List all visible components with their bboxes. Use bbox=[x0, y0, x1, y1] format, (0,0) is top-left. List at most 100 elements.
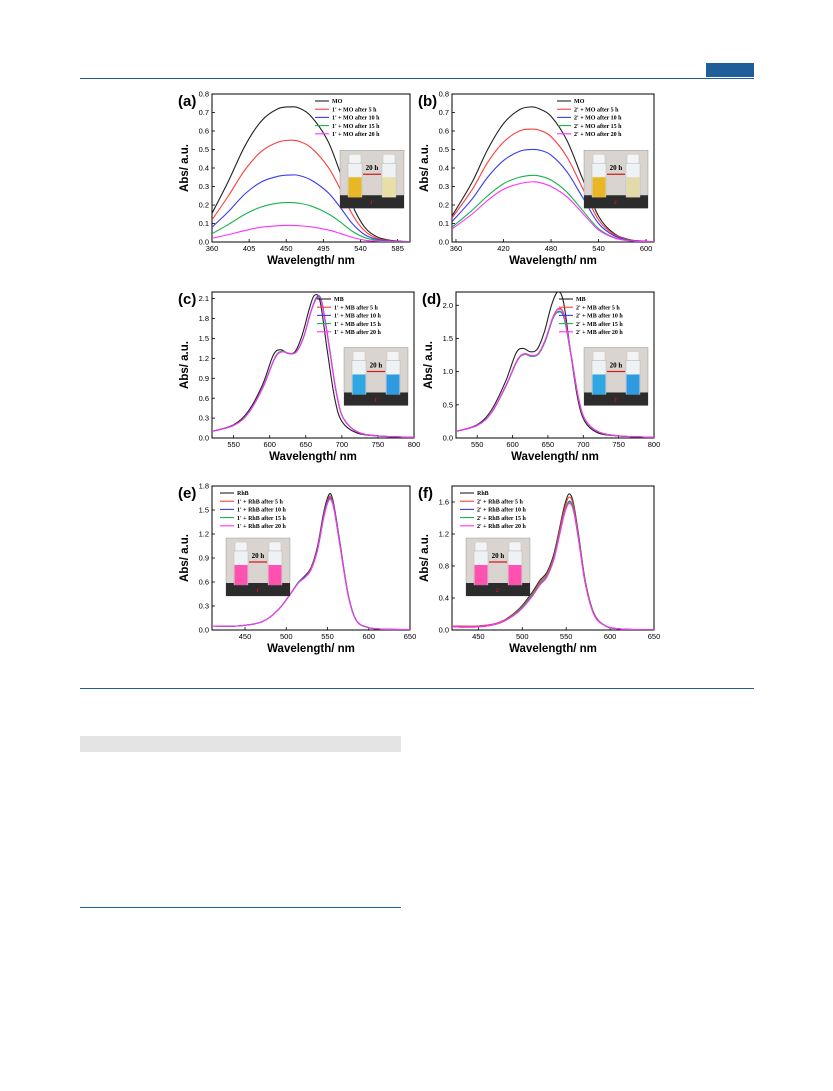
y-tick-label: 0.6 bbox=[439, 127, 449, 136]
inset-photo: 20 h 2' bbox=[465, 537, 531, 597]
y-axis-title: Abs/ a.u. bbox=[419, 144, 431, 192]
legend-entry: 1' + RhB after 20 h bbox=[237, 524, 286, 530]
y-tick-label: 0.7 bbox=[199, 108, 209, 117]
inset-time-label: 20 h bbox=[610, 361, 623, 369]
x-tick-label: 550 bbox=[471, 440, 484, 449]
legend-entry: 2' + MB after 5 h bbox=[576, 305, 620, 311]
legend-entry: 1' + MO after 20 h bbox=[332, 132, 380, 138]
series-line-3 bbox=[212, 202, 410, 242]
x-axis-title: Wavelength/ nm bbox=[269, 451, 357, 463]
inset-time-label: 20 h bbox=[370, 361, 383, 369]
y-tick-label: 0.0 bbox=[439, 238, 449, 247]
inset-photo: 20 h 1' bbox=[343, 347, 409, 406]
y-tick-label: 0.3 bbox=[199, 602, 209, 611]
y-tick-label: 0.8 bbox=[199, 90, 209, 99]
vial-after bbox=[507, 541, 523, 586]
x-axis-title: Wavelength/ nm bbox=[267, 255, 355, 267]
y-tick-label: 0.3 bbox=[439, 182, 449, 191]
x-tick-label: 650 bbox=[300, 440, 313, 449]
x-tick-label: 750 bbox=[372, 440, 385, 449]
vial-after bbox=[267, 541, 283, 586]
panel-label: (e) bbox=[178, 485, 196, 502]
y-tick-label: 1.2 bbox=[199, 354, 209, 363]
x-axis-title: Wavelength/ nm bbox=[267, 643, 355, 655]
y-tick-label: 0.7 bbox=[439, 108, 449, 117]
legend-entry: 2' + RhB after 15 h bbox=[477, 516, 526, 522]
legend-entry: 1' + MB after 20 h bbox=[334, 330, 381, 336]
series-line-2 bbox=[452, 148, 654, 242]
legend-entry: 1' + MB after 5 h bbox=[334, 305, 378, 311]
footnote-rule bbox=[80, 907, 401, 908]
series-line-4 bbox=[212, 498, 410, 630]
legend-entry: 1' + MB after 15 h bbox=[334, 322, 381, 328]
x-tick-label: 550 bbox=[560, 632, 573, 641]
y-tick-label: 0.8 bbox=[439, 90, 449, 99]
y-tick-label: 2.0 bbox=[443, 301, 453, 310]
inset-time-label: 20 h bbox=[252, 552, 265, 560]
panel-label: (b) bbox=[418, 93, 437, 110]
x-tick-label: 700 bbox=[577, 440, 590, 449]
legend-entry: 2' + MB after 20 h bbox=[576, 330, 623, 336]
y-tick-label: 0.1 bbox=[439, 219, 449, 228]
x-tick-label: 450 bbox=[280, 244, 293, 253]
y-axis-title: Abs/ a.u. bbox=[419, 534, 431, 582]
x-tick-label: 450 bbox=[472, 632, 485, 641]
series-line-4 bbox=[212, 296, 414, 438]
plot-frame bbox=[451, 485, 655, 631]
inset-compound-mark: 2' bbox=[496, 589, 501, 594]
chart-panel-a: 0.0 0.1 0.2 0.3 0.4 0.5 0.6 0.7 0.8 360 405 450 495 5… bbox=[178, 90, 411, 267]
x-tick-label: 750 bbox=[612, 440, 625, 449]
y-tick-label: 1.0 bbox=[443, 367, 453, 376]
x-tick-label: 450 bbox=[239, 632, 252, 641]
legend-entry: 2' + MB after 10 h bbox=[576, 314, 623, 320]
legend-entry: RhB bbox=[237, 491, 249, 497]
y-tick-label: 0.0 bbox=[199, 434, 209, 443]
chart-panel-e: 0.0 0.3 0.6 0.9 1.2 1.5 1.8 450 500 550 600 650 Wave… bbox=[178, 482, 416, 655]
legend-entry: 1' + MO after 5 h bbox=[332, 107, 377, 113]
chart-panel-f: 0.0 0.4 0.8 1.2 1.6 450 500 550 600 650 Wavelength… bbox=[418, 485, 660, 655]
plot-frame bbox=[455, 291, 655, 439]
y-tick-label: 0.5 bbox=[439, 145, 449, 154]
y-tick-label: 0.6 bbox=[199, 578, 209, 587]
y-tick-label: 1.2 bbox=[439, 530, 449, 539]
x-tick-label: 360 bbox=[450, 244, 463, 253]
series-line-0 bbox=[212, 293, 414, 438]
x-tick-label: 600 bbox=[263, 440, 276, 449]
x-axis-title: Wavelength/ nm bbox=[509, 643, 597, 655]
vial-after bbox=[625, 351, 641, 395]
y-tick-label: 1.8 bbox=[199, 314, 209, 323]
vial-before bbox=[473, 541, 489, 586]
legend-entry: 2' + RhB after 5 h bbox=[477, 499, 523, 505]
x-tick-label: 540 bbox=[354, 244, 367, 253]
legend-entry: RhB bbox=[477, 491, 489, 497]
y-tick-label: 0.6 bbox=[199, 127, 209, 136]
x-tick-label: 540 bbox=[592, 244, 605, 253]
y-tick-label: 0.0 bbox=[443, 434, 453, 443]
x-tick-label: 800 bbox=[408, 440, 421, 449]
x-tick-label: 405 bbox=[243, 244, 256, 253]
y-tick-label: 1.2 bbox=[199, 530, 209, 539]
legend-entry: 1' + RhB after 5 h bbox=[237, 499, 283, 505]
series-line-0 bbox=[212, 106, 410, 242]
caption-placeholder-bar bbox=[80, 736, 401, 752]
inset-compound-mark: 1' bbox=[256, 589, 261, 594]
chart-panel-d: 0.0 0.5 1.0 1.5 2.0 550 600 650 700 750 800 Wavelen… bbox=[422, 291, 660, 463]
inset-compound-mark: 2' bbox=[614, 201, 619, 206]
legend-entry: MB bbox=[576, 297, 586, 303]
inset-time-label: 20 h bbox=[366, 164, 379, 172]
legend-entry: MO bbox=[332, 99, 343, 105]
vial-after bbox=[625, 154, 641, 198]
x-tick-label: 650 bbox=[542, 440, 555, 449]
y-tick-label: 1.8 bbox=[199, 482, 209, 491]
y-axis-title: Abs/ a.u. bbox=[179, 341, 191, 389]
series-line-0 bbox=[456, 292, 654, 438]
x-tick-label: 420 bbox=[497, 244, 510, 253]
series-line-1 bbox=[212, 139, 410, 242]
y-tick-label: 0.4 bbox=[439, 594, 449, 603]
x-tick-label: 600 bbox=[640, 244, 653, 253]
x-tick-label: 600 bbox=[506, 440, 519, 449]
vial-before bbox=[591, 351, 607, 395]
y-tick-label: 0.0 bbox=[439, 626, 449, 635]
x-tick-label: 550 bbox=[227, 440, 240, 449]
series-line-4 bbox=[452, 181, 654, 242]
